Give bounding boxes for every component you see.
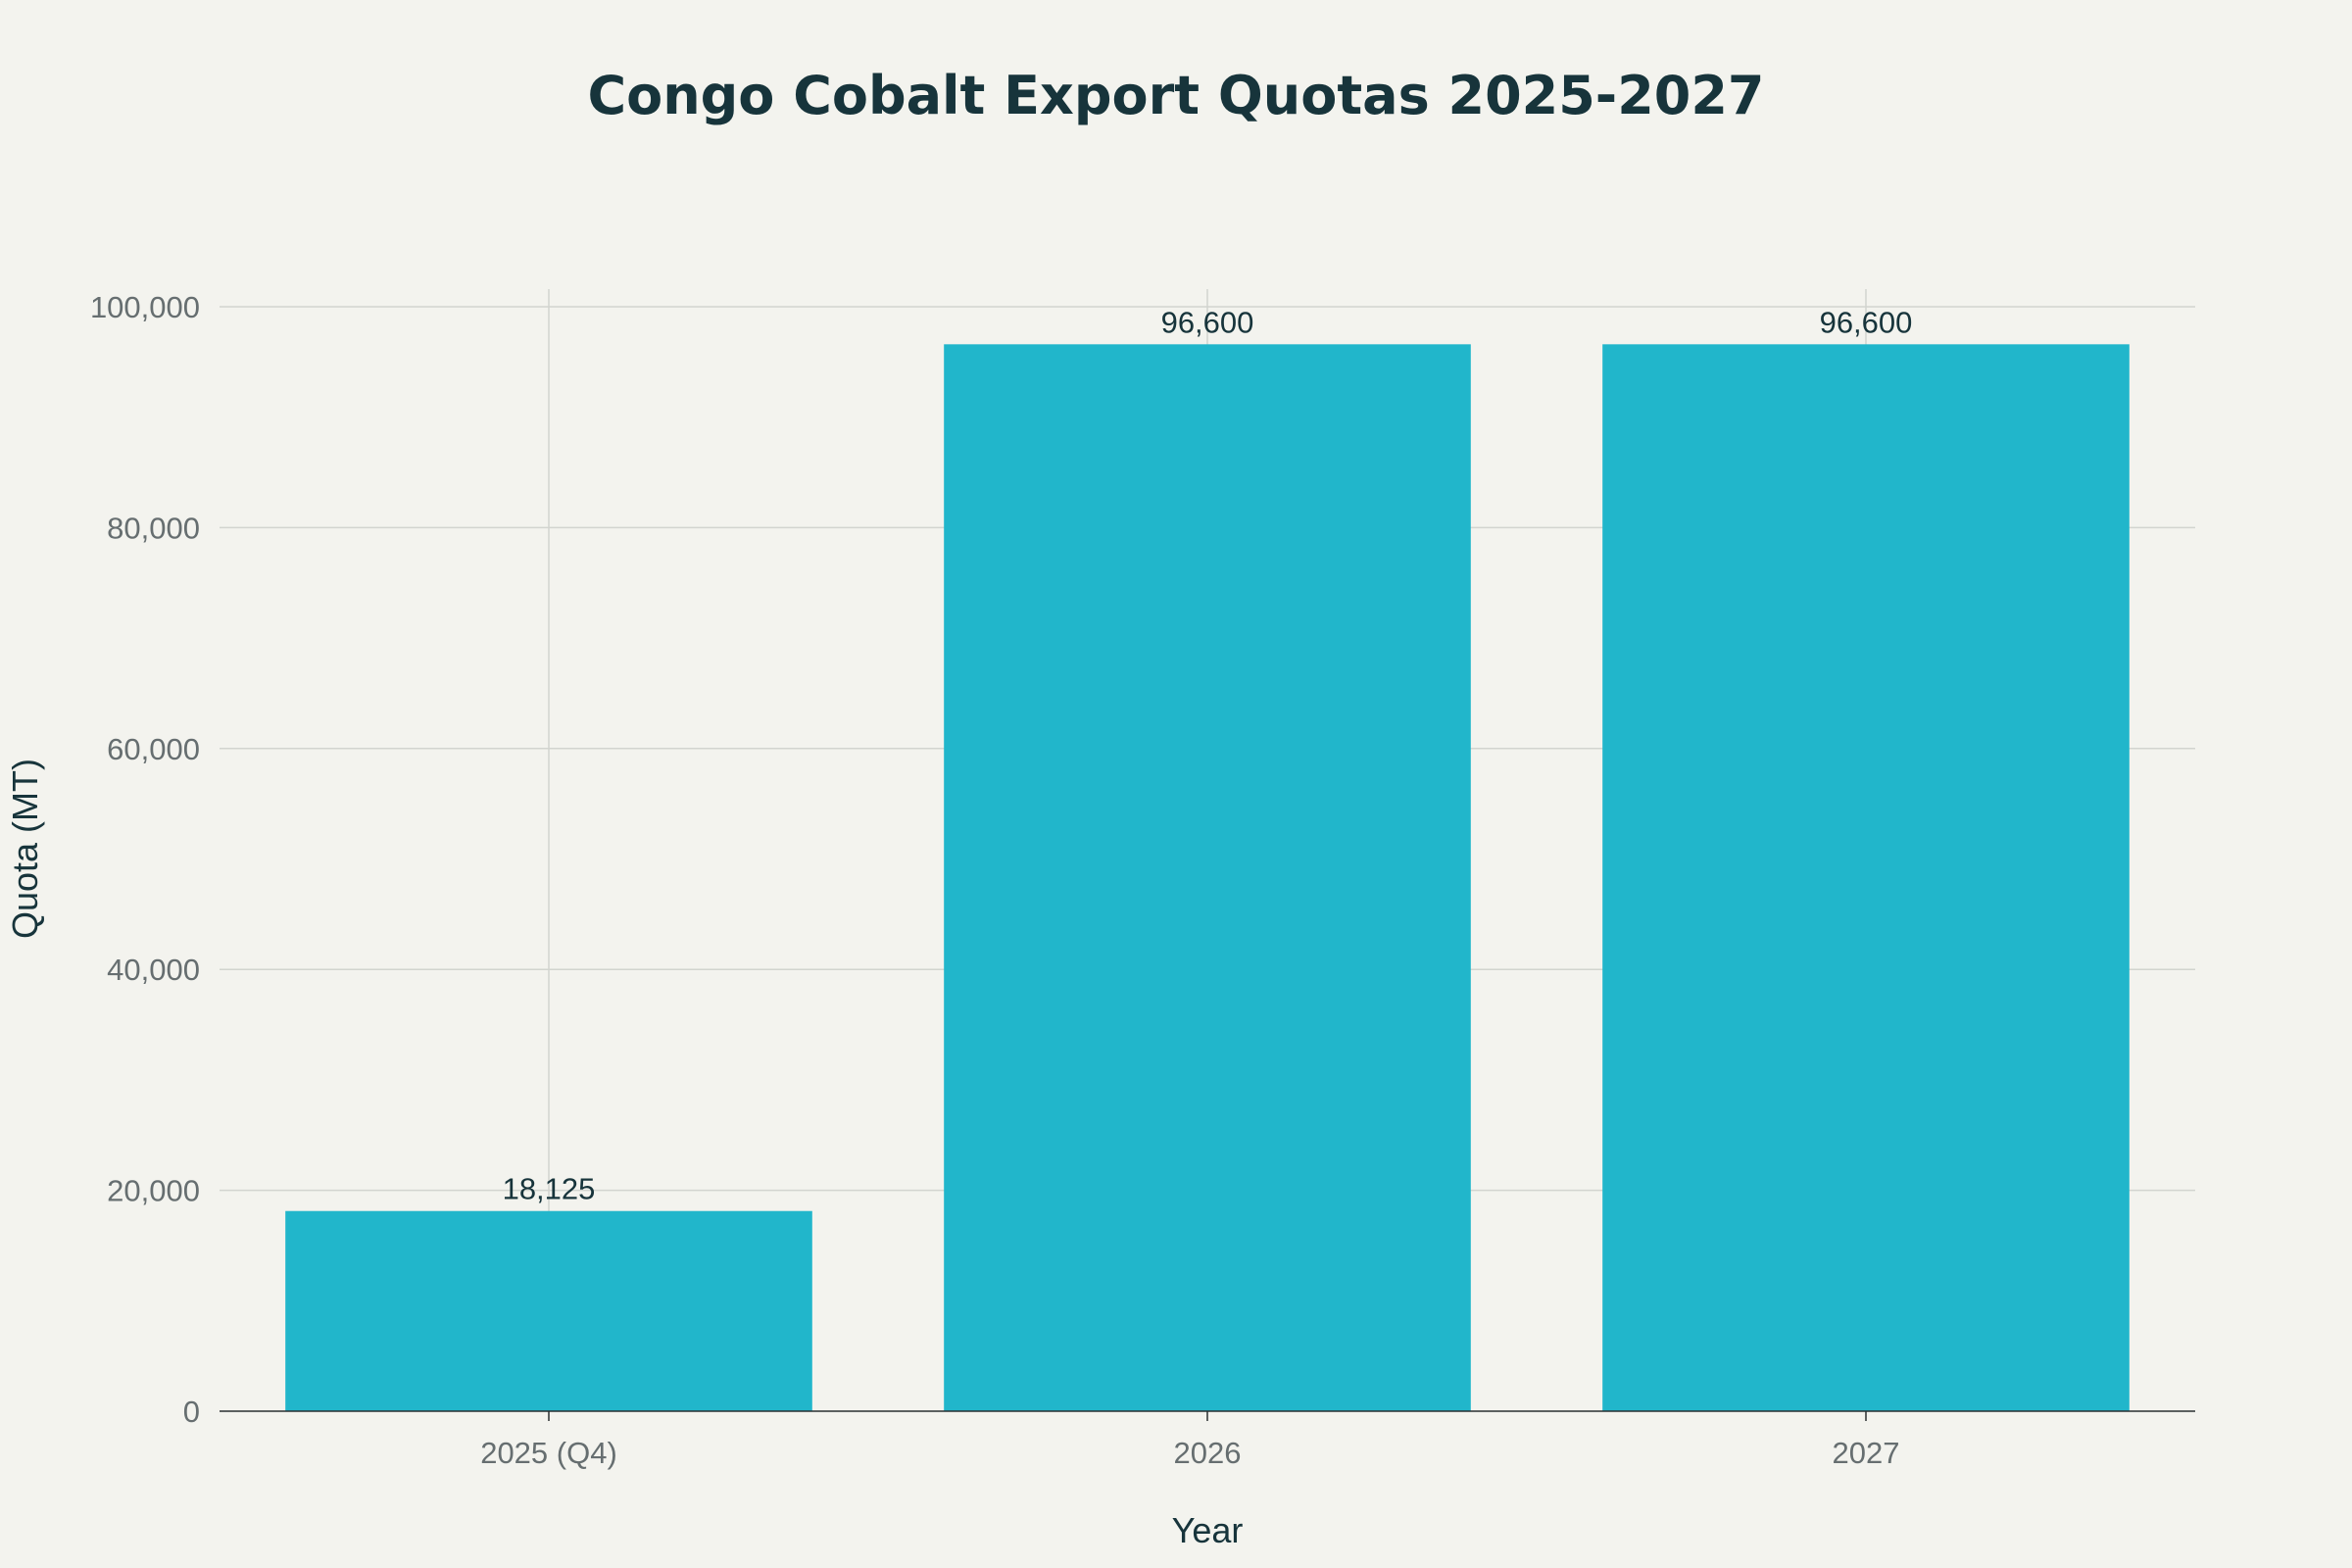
bars xyxy=(285,344,2130,1411)
y-tick-label: 0 xyxy=(183,1395,200,1429)
y-tick-label: 100,000 xyxy=(90,290,200,324)
y-tick-label: 80,000 xyxy=(107,511,200,545)
data-labels: 18,125 96,600 96,600 xyxy=(503,305,1913,1205)
x-axis-ticks: 2025 (Q4) 2026 2027 xyxy=(220,1410,2195,1470)
data-label-1: 18,125 xyxy=(503,1172,596,1206)
data-label-2: 96,600 xyxy=(1161,305,1254,339)
chart-title: Congo Cobalt Export Quotas 2025-2027 xyxy=(587,65,1764,126)
y-tick-label: 60,000 xyxy=(107,732,200,766)
bar-2 xyxy=(944,344,1471,1411)
bar-1 xyxy=(285,1210,812,1411)
x-tick-label: 2027 xyxy=(1833,1436,1900,1470)
bar-3 xyxy=(1602,344,2130,1411)
y-tick-label: 40,000 xyxy=(107,953,200,987)
x-tick-label: 2026 xyxy=(1174,1436,1242,1470)
x-tick-label: 2025 (Q4) xyxy=(480,1436,617,1470)
data-label-3: 96,600 xyxy=(1820,305,1913,339)
x-axis-title: Year xyxy=(1172,1510,1244,1550)
y-axis-title: Quota (MT) xyxy=(5,759,45,939)
y-tick-label: 20,000 xyxy=(107,1174,200,1208)
y-axis-ticks: 0 20,000 40,000 60,000 80,000 100,000 xyxy=(90,290,200,1429)
